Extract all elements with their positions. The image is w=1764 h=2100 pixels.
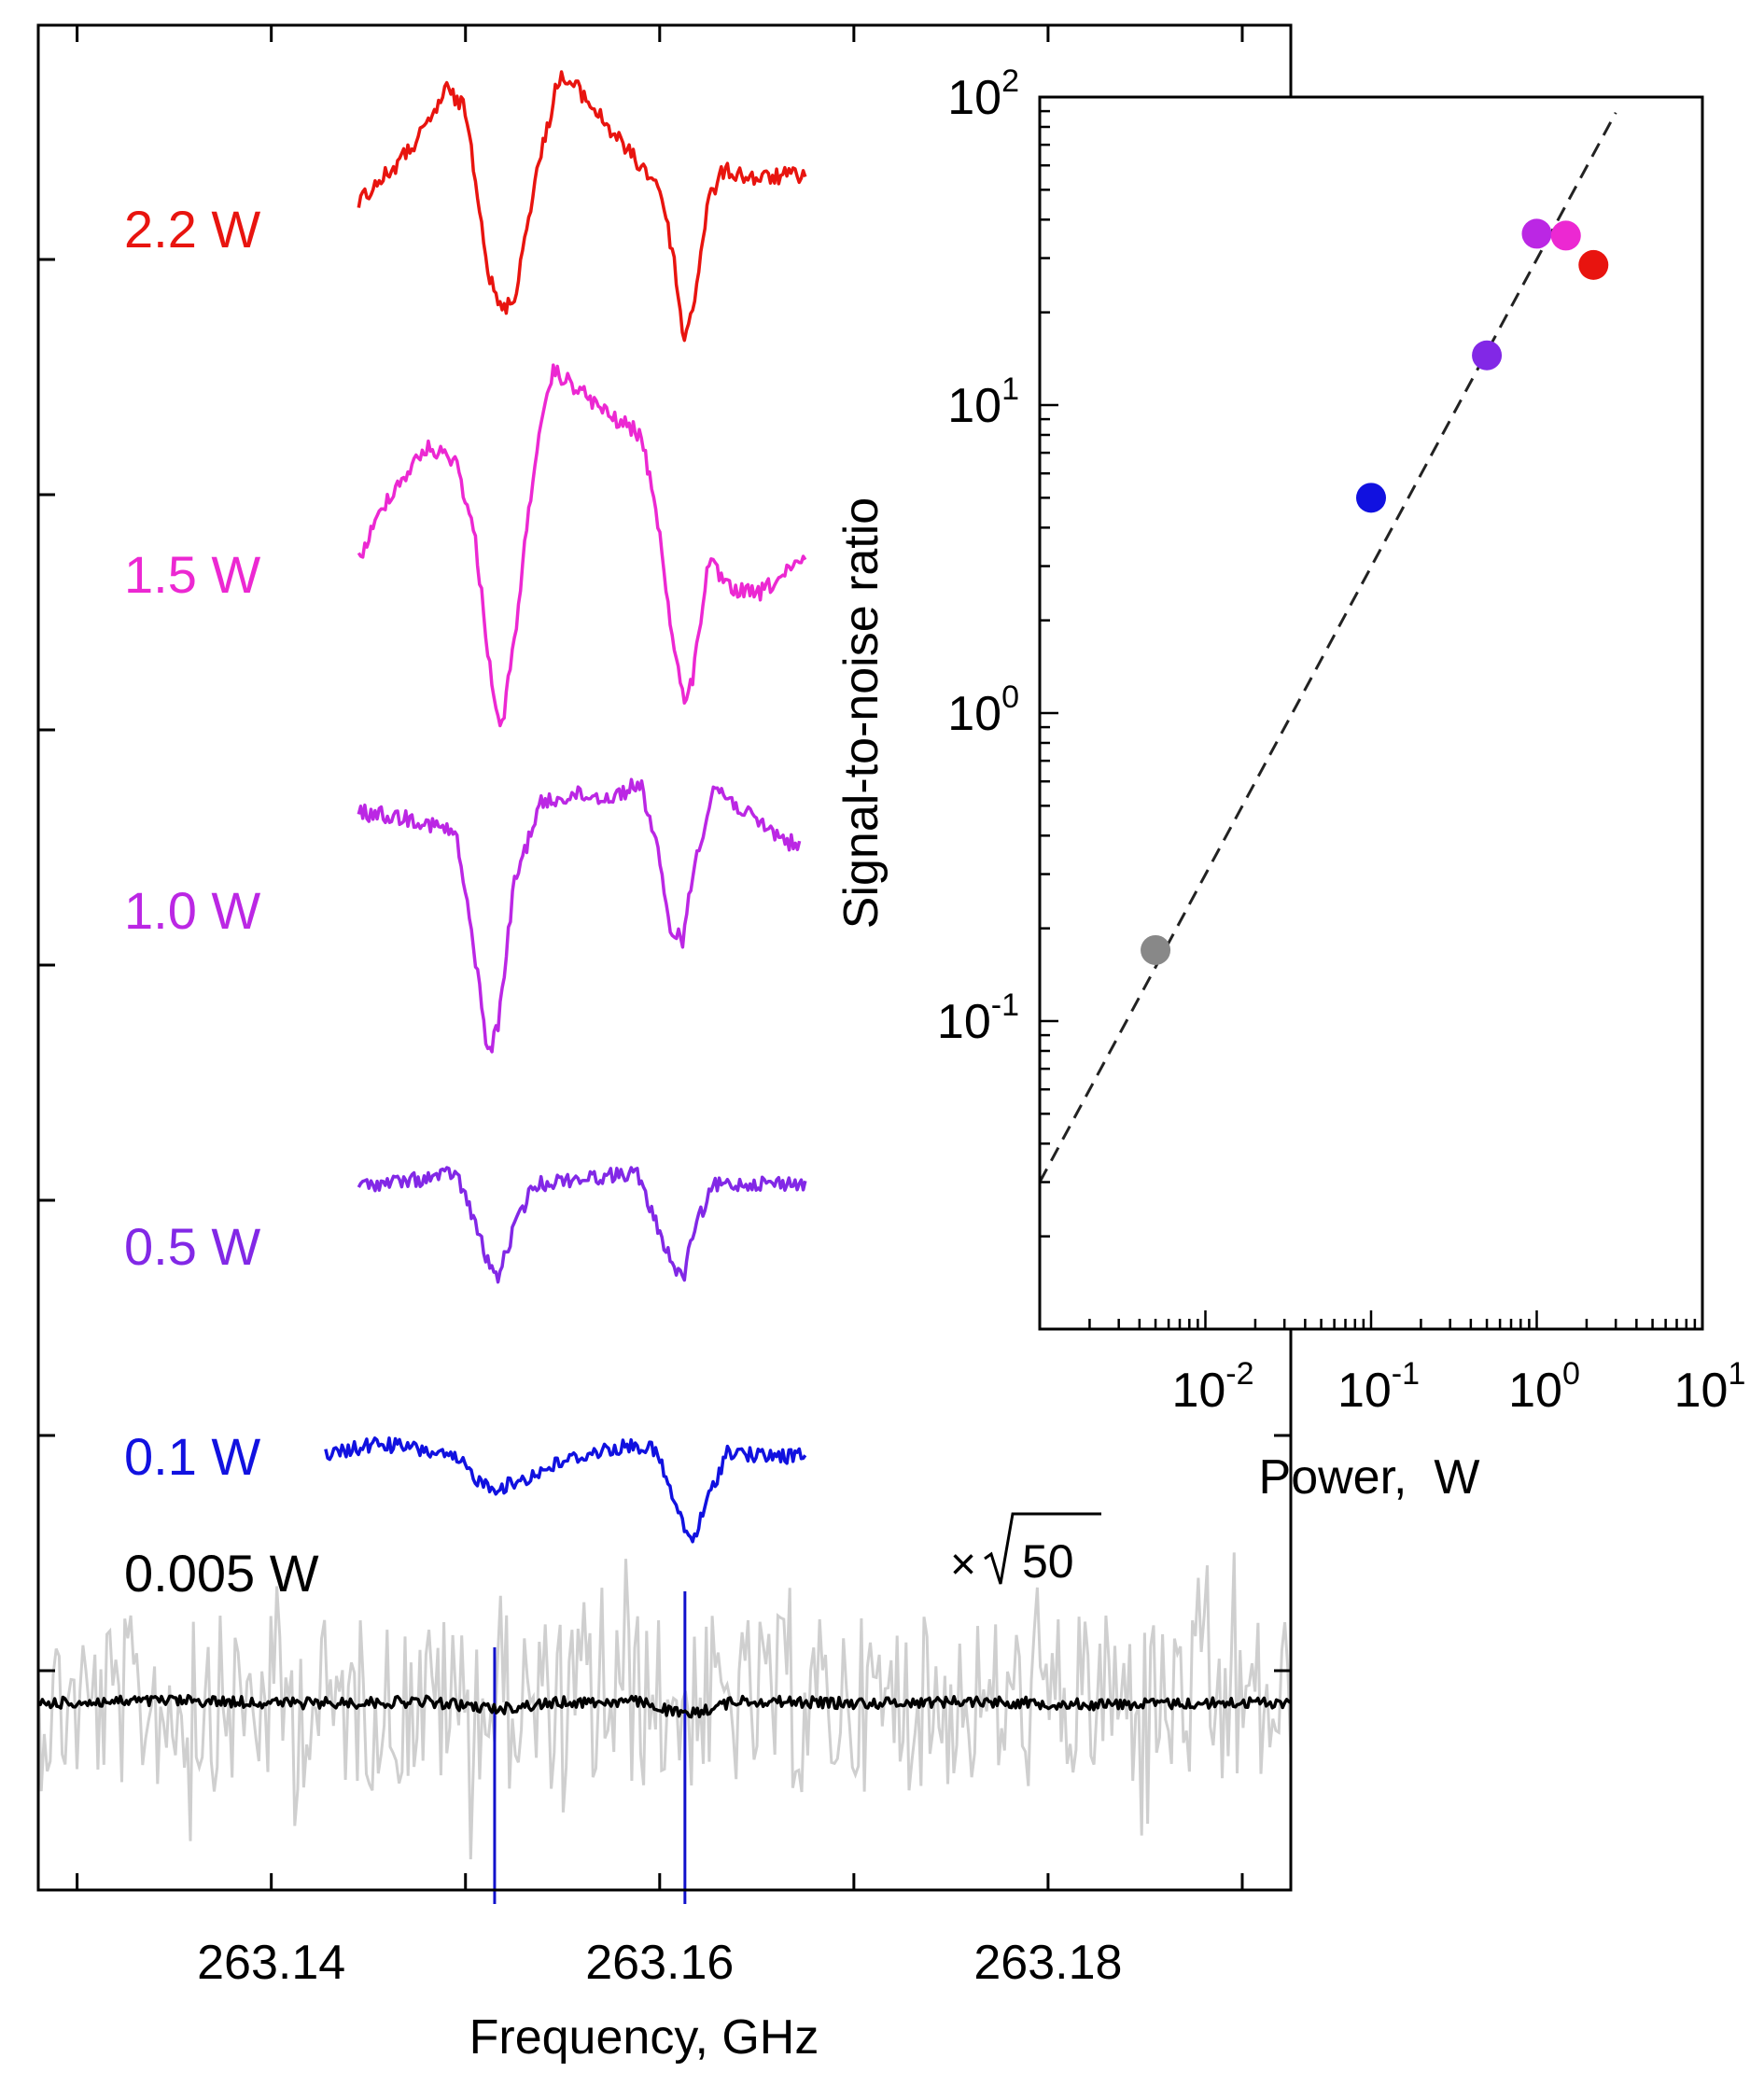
spectrum-line <box>357 1166 807 1284</box>
inset-tick-label: 100 <box>1508 1356 1580 1418</box>
x-tick-label: 263.18 <box>973 1936 1122 1990</box>
fit-line <box>1038 111 1617 1183</box>
series-label: 1.0 W <box>124 881 260 940</box>
spectra-panel: 263.14 263.16 263.18 2.2 W 1.5 W 1.0 W 0.5 W 0… <box>36 23 1293 2065</box>
main-axis-ticks <box>38 25 1291 1890</box>
inset-tick-label: 102 <box>947 63 1019 125</box>
series-labels: 2.2 W 1.5 W 1.0 W 0.5 W 0.1 W 0.005 W <box>124 200 319 1603</box>
spectrum-line <box>357 70 807 343</box>
inset-y-axis-label: Signal-to-noise ratio <box>834 497 889 929</box>
series-label: 2.2 W <box>124 200 260 259</box>
scale-annotation-value: 50 <box>1022 1535 1074 1588</box>
main-x-tick-labels: 263.14 263.16 263.18 <box>197 1936 1122 1990</box>
inset-y-tick-labels: 10-1 100 101 102 <box>937 63 1019 1049</box>
inset-tick-label: 101 <box>1674 1356 1746 1418</box>
inset-x-tick-labels: 10-2 10-1 100 101 <box>1171 1356 1745 1418</box>
scale-annotation: × 50 <box>950 1512 1101 1589</box>
series-label: 0.1 W <box>124 1427 260 1486</box>
sqrt-radical-icon <box>984 1512 1101 1585</box>
snr-data-point <box>1521 218 1552 249</box>
series-label: 0.5 W <box>124 1217 260 1276</box>
snr-data-point <box>1550 220 1581 251</box>
snr-points <box>1141 218 1609 965</box>
spectrum-line <box>324 1436 807 1544</box>
inset-x-axis-label: Power, W <box>1259 1450 1480 1505</box>
spectrum-line <box>357 777 802 1054</box>
transition-markers <box>493 1591 687 1904</box>
inset-tick-label: 10-2 <box>1171 1356 1253 1418</box>
noise-trace-gray <box>36 1552 1293 1860</box>
inset-tick-label: 10-1 <box>937 987 1019 1049</box>
fit-line-dashed <box>1038 111 1617 1183</box>
inset-tick-label: 10-1 <box>1337 1356 1420 1418</box>
snr-data-point <box>1472 340 1503 371</box>
inset-tick-label: 101 <box>947 371 1019 433</box>
x-tick-label: 263.14 <box>197 1936 345 1990</box>
snr-data-point <box>1356 483 1386 513</box>
series-label: 0.005 W <box>124 1544 319 1603</box>
noise-background <box>36 1552 1293 1860</box>
series-label: 1.5 W <box>124 545 260 604</box>
spectrum-line <box>357 363 807 728</box>
spectra-series <box>36 70 1293 1719</box>
snr-data-point <box>1141 934 1171 965</box>
inset-plot-frame <box>1038 95 1704 1331</box>
spectrum-line <box>36 1693 1293 1719</box>
snr-inset: 10-2 10-1 100 101 10-1 100 101 102 Power, W Si… <box>834 63 1745 1505</box>
x-tick-label: 263.16 <box>585 1936 734 1990</box>
inset-tick-label: 100 <box>947 679 1019 741</box>
inset-background <box>1040 97 1702 1329</box>
main-x-axis-label: Frequency, GHz <box>469 2010 819 2065</box>
scale-annotation-times: × <box>950 1540 976 1589</box>
snr-data-point <box>1578 249 1609 280</box>
